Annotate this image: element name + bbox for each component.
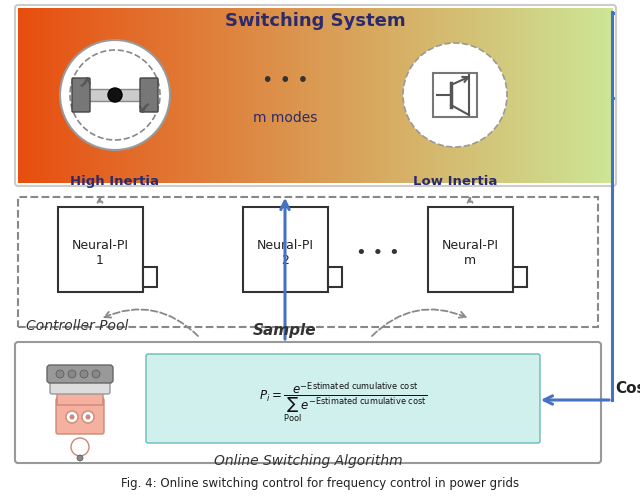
Text: Switching System: Switching System xyxy=(225,12,406,30)
FancyBboxPatch shape xyxy=(72,78,90,112)
Text: Cost: Cost xyxy=(615,380,640,395)
Text: Online Switching Algorithm: Online Switching Algorithm xyxy=(214,454,403,468)
Bar xyxy=(513,267,527,287)
Text: Controller Pool: Controller Pool xyxy=(26,319,129,333)
Circle shape xyxy=(70,414,74,419)
Text: Fig. 4: Online switching control for frequency control in power grids: Fig. 4: Online switching control for fre… xyxy=(121,477,519,490)
Bar xyxy=(328,267,342,287)
Circle shape xyxy=(82,411,94,423)
Text: Neural-PI
1: Neural-PI 1 xyxy=(72,239,129,266)
FancyBboxPatch shape xyxy=(243,207,328,292)
Text: Neural-PI
2: Neural-PI 2 xyxy=(257,239,314,266)
Circle shape xyxy=(71,438,89,456)
Circle shape xyxy=(66,411,78,423)
Bar xyxy=(89,89,141,101)
Text: • • •: • • • xyxy=(262,71,308,90)
Circle shape xyxy=(60,40,170,150)
FancyBboxPatch shape xyxy=(428,207,513,292)
FancyBboxPatch shape xyxy=(58,207,143,292)
FancyBboxPatch shape xyxy=(57,383,103,405)
FancyBboxPatch shape xyxy=(146,354,540,443)
Text: Sample: Sample xyxy=(253,323,317,338)
FancyBboxPatch shape xyxy=(140,78,158,112)
FancyBboxPatch shape xyxy=(47,365,113,383)
Circle shape xyxy=(92,370,100,378)
Circle shape xyxy=(56,370,64,378)
Circle shape xyxy=(80,370,88,378)
Circle shape xyxy=(86,414,90,419)
Text: Low Inertia: Low Inertia xyxy=(413,175,497,188)
Circle shape xyxy=(108,88,122,102)
Circle shape xyxy=(403,43,507,147)
Bar xyxy=(433,73,477,117)
Circle shape xyxy=(77,455,83,461)
Text: $P_i = \dfrac{e^{-\mathsf{Estimated\ cumulative\ cost}}}{\sum_{\mathsf{Pool}} e^: $P_i = \dfrac{e^{-\mathsf{Estimated\ cum… xyxy=(259,380,427,424)
Circle shape xyxy=(68,370,76,378)
Text: Neural-PI
m: Neural-PI m xyxy=(442,239,499,266)
Text: • • •: • • • xyxy=(356,244,399,261)
FancyBboxPatch shape xyxy=(15,342,601,463)
FancyBboxPatch shape xyxy=(50,374,110,394)
FancyBboxPatch shape xyxy=(56,398,104,434)
Bar xyxy=(143,267,157,287)
Text: m modes: m modes xyxy=(253,111,317,125)
Text: High Inertia: High Inertia xyxy=(70,175,159,188)
